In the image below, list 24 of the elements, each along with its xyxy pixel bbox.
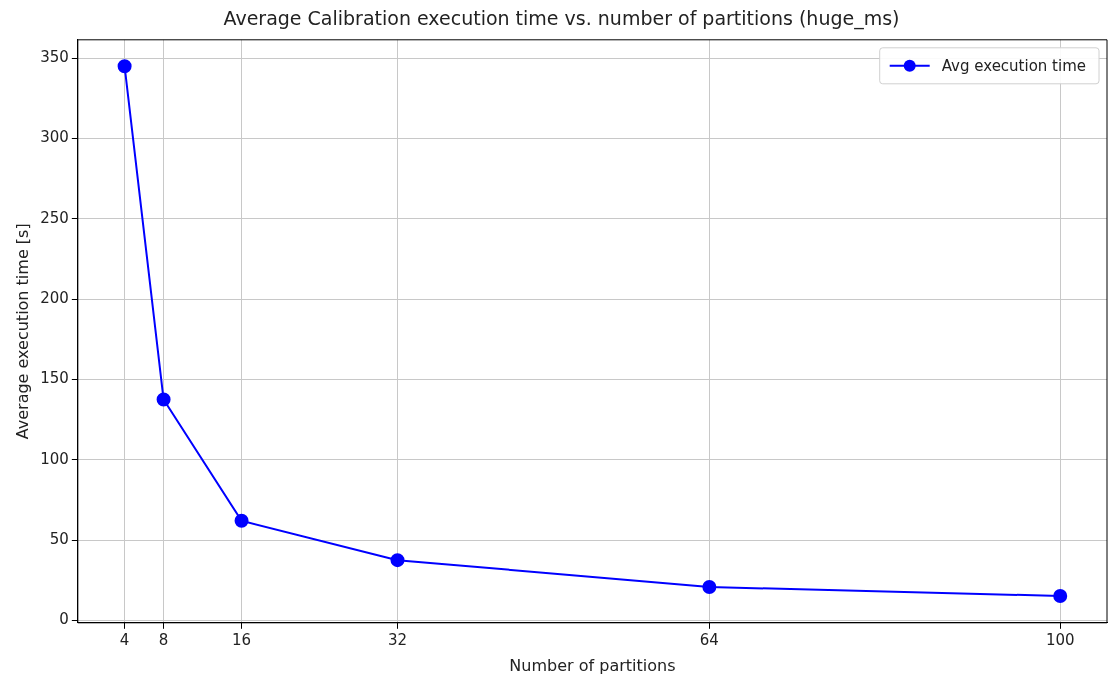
y-tick-label: 300 [40,128,69,147]
y-tick-label: 0 [59,610,69,629]
x-tick-label: 4 [119,630,130,649]
x-tick-label: 16 [232,630,252,649]
point [117,59,132,74]
point [390,553,405,568]
chart-title: Average Calibration execution time vs. number of partitions (huge_ms) [223,7,900,31]
point [702,579,717,594]
y-tick-label: 100 [40,449,69,468]
y-tick-label: 200 [40,289,69,308]
legend-label: Avg execution time [941,56,1087,75]
point [234,513,249,528]
point [1053,588,1068,603]
point [156,392,171,407]
y-tick-label: 150 [40,369,69,388]
x-axis-title: Number of partitions [509,655,676,675]
y-tick-label: 50 [49,529,69,548]
x-tick-label: 32 [387,630,408,649]
y-tick-label: 250 [40,208,69,227]
y-axis-title: Average execution time [s] [12,223,32,440]
y-tick-label: 350 [40,48,69,67]
x-tick-label: 8 [158,630,169,649]
x-tick-label: 100 [1045,630,1075,649]
x-tick-label: 64 [699,630,719,649]
